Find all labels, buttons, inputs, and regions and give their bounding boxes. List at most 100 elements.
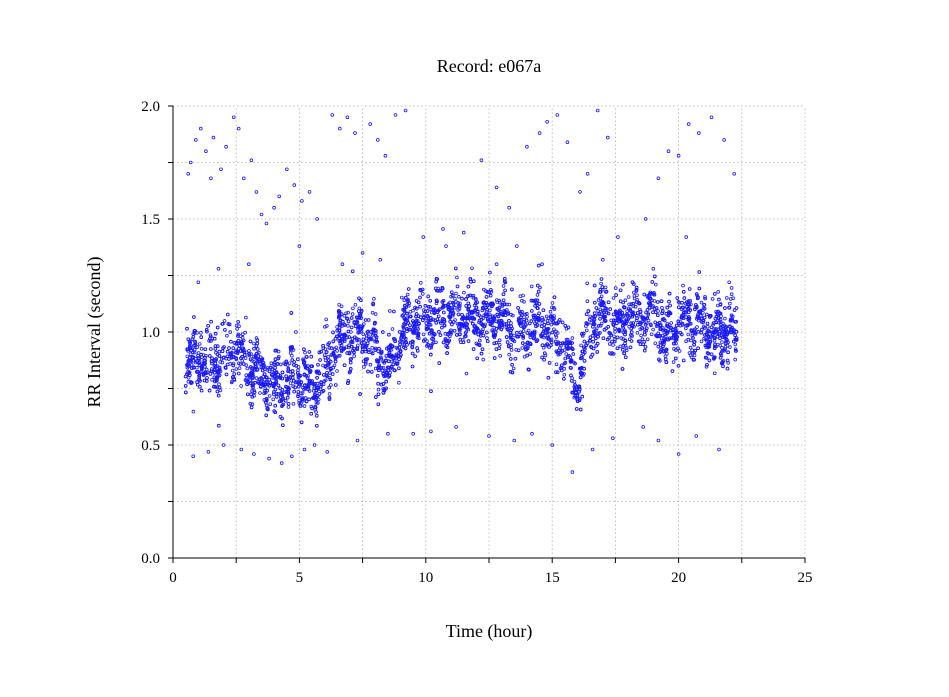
data-point [656, 322, 660, 326]
data-point [309, 404, 314, 409]
data-point [722, 331, 727, 335]
data-point [656, 331, 660, 336]
data-point [516, 318, 521, 323]
data-point [215, 385, 220, 390]
data-point [653, 341, 658, 346]
data-point [302, 372, 307, 377]
data-point [584, 312, 589, 317]
data-point [474, 325, 479, 330]
data-point [547, 332, 551, 336]
data-point [199, 335, 204, 339]
data-point [368, 336, 372, 341]
data-point [573, 383, 577, 388]
data-point [733, 342, 738, 347]
data-point [268, 402, 273, 407]
data-point [284, 374, 288, 379]
data-point [634, 300, 639, 304]
data-point [191, 332, 196, 336]
data-point [721, 364, 725, 369]
data-point [330, 113, 335, 117]
data-point [265, 366, 270, 370]
data-point [532, 330, 537, 335]
data-point [329, 346, 334, 350]
data-point [551, 320, 556, 324]
data-point [326, 362, 331, 367]
data-point [734, 306, 739, 310]
data-point [503, 288, 507, 293]
data-point [305, 385, 310, 389]
data-point [193, 343, 198, 348]
data-point [339, 312, 344, 317]
data-point [479, 321, 484, 326]
data-point [558, 350, 563, 354]
data-point [552, 327, 556, 332]
x-tick-label: 5 [296, 570, 304, 586]
data-point [484, 330, 489, 335]
data-point [315, 401, 320, 405]
data-point [628, 309, 633, 313]
data-point [380, 368, 385, 373]
data-point [676, 299, 681, 304]
data-point [589, 344, 593, 349]
data-point [481, 357, 486, 362]
data-point [603, 306, 608, 310]
data-point [188, 352, 193, 357]
data-point [371, 301, 375, 306]
data-point [399, 333, 404, 338]
data-point [702, 326, 707, 330]
data-point [239, 384, 243, 388]
data-point [209, 339, 213, 343]
data-point [205, 370, 210, 375]
data-point [555, 113, 560, 117]
data-point [275, 361, 280, 366]
data-point [703, 343, 708, 348]
data-point [346, 329, 351, 334]
data-point [618, 288, 623, 293]
data-point [517, 316, 521, 321]
data-point [651, 327, 655, 332]
data-point [195, 370, 199, 374]
data-point [723, 341, 728, 346]
x-axis-label: Time (hour) [446, 621, 533, 642]
data-point [599, 281, 603, 286]
data-point [729, 286, 734, 290]
data-point [466, 306, 471, 311]
data-point [227, 346, 231, 350]
data-point [653, 282, 658, 287]
data-point [422, 311, 426, 316]
data-point [716, 289, 720, 294]
data-point [315, 393, 320, 398]
data-point [304, 355, 309, 359]
data-point [355, 319, 359, 324]
data-point [643, 332, 647, 337]
data-point [653, 320, 657, 325]
data-point [229, 339, 233, 344]
data-point [587, 317, 592, 322]
data-point [548, 309, 553, 314]
data-point [638, 322, 642, 327]
data-point [267, 394, 272, 398]
data-point [570, 470, 575, 474]
data-point [226, 312, 230, 317]
data-point [446, 331, 450, 336]
data-point [612, 339, 617, 344]
data-point [204, 327, 209, 332]
data-point [352, 346, 356, 351]
data-point [460, 296, 464, 301]
data-point [681, 310, 686, 315]
data-point [324, 324, 329, 328]
data-point [192, 365, 196, 370]
data-point [209, 359, 214, 364]
data-point [220, 360, 225, 365]
data-point [588, 338, 593, 343]
data-point [193, 356, 198, 361]
data-point [618, 312, 623, 316]
data-point [260, 368, 265, 373]
data-point [562, 361, 567, 366]
data-point [272, 205, 276, 210]
data-point [505, 340, 510, 344]
data-point [370, 310, 375, 315]
data-point [366, 348, 371, 352]
data-point [710, 330, 715, 335]
data-point [372, 296, 376, 301]
